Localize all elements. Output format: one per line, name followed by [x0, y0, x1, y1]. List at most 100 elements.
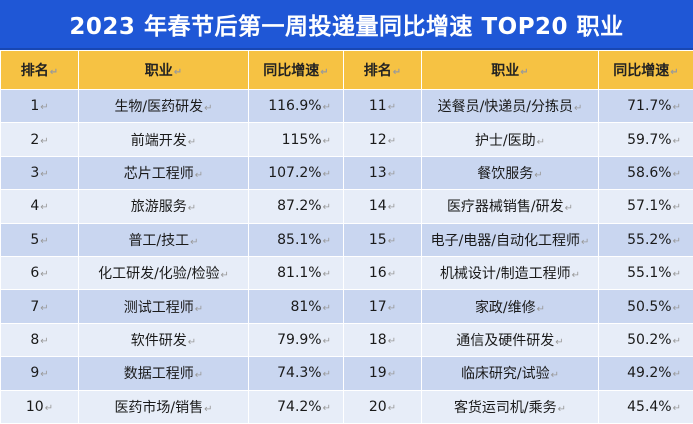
cell-rate-2-text: 49.2% [627, 365, 671, 381]
paragraph-mark: ↵ [323, 369, 331, 380]
cell-job: 旅游服务↵ [79, 190, 249, 223]
paragraph-mark: ↵ [388, 102, 396, 113]
ranking-table: 排名↵ 职业↵ 同比增速↵ 排名↵ 职业↵ 同比增速↵ 1↵生物/医药研发↵11… [0, 50, 693, 424]
cell-rank-2: 20↵ [344, 390, 422, 423]
cell-rank-2: 13↵ [344, 156, 422, 189]
cell-rate-2: 71.7%↵ [599, 90, 693, 123]
header-job: 职业↵ [79, 51, 249, 90]
cell-rate-2-text: 57.1% [627, 198, 671, 214]
cell-rank: 7↵ [1, 290, 79, 323]
cell-job-text: 数据工程师 [124, 366, 194, 382]
cell-rate-text: 81.1% [277, 265, 321, 281]
paragraph-mark: ↵ [673, 369, 681, 380]
cell-job-2: 餐饮服务↵ [422, 156, 599, 189]
paragraph-mark: ↵ [673, 136, 681, 147]
cell-rate-2: 50.5%↵ [599, 290, 693, 323]
paragraph-mark: ↵ [40, 102, 48, 113]
cell-job-2-text: 客货运司机/乘务 [454, 400, 557, 416]
table-row: 8↵软件研发↵79.9%↵18↵通信及硬件研发↵50.2%↵ [1, 323, 693, 356]
cell-job-2-text: 送餐员/快递员/分拣员 [438, 99, 573, 115]
cell-rank-2: 15↵ [344, 223, 422, 256]
cell-job-text: 医药市场/销售 [114, 400, 203, 416]
cell-rank: 6↵ [1, 256, 79, 289]
cell-rate-text: 74.2% [277, 399, 321, 415]
paragraph-mark: ↵ [673, 269, 681, 280]
paragraph-mark: ↵ [673, 169, 681, 180]
paragraph-mark: ↵ [572, 270, 580, 281]
paragraph-mark: ↵ [537, 137, 545, 148]
paragraph-mark: ↵ [555, 337, 563, 348]
cell-rank-2: 19↵ [344, 357, 422, 390]
cell-rate-2-text: 71.7% [627, 98, 671, 114]
cell-rank-2-text: 11 [369, 98, 387, 114]
cell-rate-2-text: 50.2% [627, 332, 671, 348]
paragraph-mark: ↵ [323, 336, 331, 347]
table-row: 4↵旅游服务↵87.2%↵14↵医疗器械销售/研发↵57.1%↵ [1, 190, 693, 223]
paragraph-mark: ↵ [323, 403, 331, 414]
cell-rate-2: 57.1%↵ [599, 190, 693, 223]
cell-rank-2-text: 15 [369, 232, 387, 248]
paragraph-mark: ↵ [204, 404, 212, 415]
cell-rank-text: 8 [30, 332, 39, 348]
cell-rate-2: 58.6%↵ [599, 156, 693, 189]
table-row: 7↵测试工程师↵81%↵17↵家政/维修↵50.5%↵ [1, 290, 693, 323]
header-row: 排名↵ 职业↵ 同比增速↵ 排名↵ 职业↵ 同比增速↵ [1, 51, 693, 90]
cell-rate: 87.2%↵ [249, 190, 344, 223]
cell-rate: 115%↵ [249, 123, 344, 156]
cell-job: 数据工程师↵ [79, 357, 249, 390]
paragraph-mark: ↵ [537, 304, 545, 315]
cell-rate: 81.1%↵ [249, 256, 344, 289]
cell-job-text: 测试工程师 [124, 300, 194, 316]
paragraph-mark: ↵ [40, 336, 48, 347]
cell-rank-2-text: 18 [369, 332, 387, 348]
paragraph-mark: ↵ [45, 403, 53, 414]
cell-job-2: 家政/维修↵ [422, 290, 599, 323]
table-row: 5↵普工/技工↵85.1%↵15↵电子/电器/自动化工程师↵55.2%↵ [1, 223, 693, 256]
paragraph-mark: ↵ [388, 336, 396, 347]
paragraph-mark: ↵ [388, 136, 396, 147]
header-rate: 同比增速↵ [249, 51, 344, 90]
paragraph-mark: ↵ [323, 136, 331, 147]
cell-job-2-text: 机械设计/制造工程师 [440, 266, 571, 282]
paragraph-mark: ↵ [323, 169, 331, 180]
paragraph-mark: ↵ [581, 237, 589, 248]
cell-rank-2: 11↵ [344, 90, 422, 123]
cell-job: 前端开发↵ [79, 123, 249, 156]
paragraph-mark: ↵ [221, 270, 229, 281]
paragraph-mark: ↵ [195, 170, 203, 181]
cell-rate-text: 107.2% [268, 165, 321, 181]
cell-rate: 74.2%↵ [249, 390, 344, 423]
cell-job-2-text: 临床研究/试验 [461, 366, 550, 382]
paragraph-mark: ↵ [188, 203, 196, 214]
cell-job-2-text: 电子/电器/自动化工程师 [431, 233, 580, 249]
cell-rank-text: 10 [26, 399, 44, 415]
cell-rate-2: 49.2%↵ [599, 357, 693, 390]
paragraph-mark: ↵ [323, 303, 331, 314]
cell-rate-2: 50.2%↵ [599, 323, 693, 356]
paragraph-mark: ↵ [195, 304, 203, 315]
cell-job: 普工/技工↵ [79, 223, 249, 256]
cell-rate-text: 79.9% [277, 332, 321, 348]
cell-rank: 9↵ [1, 357, 79, 390]
cell-job-text: 软件研发 [131, 333, 187, 349]
cell-rank: 1↵ [1, 90, 79, 123]
cell-rate-2-text: 55.1% [627, 265, 671, 281]
cell-job-text: 普工/技工 [128, 233, 189, 249]
paragraph-mark: ↵ [188, 137, 196, 148]
paragraph-mark: ↵ [40, 202, 48, 213]
cell-rate-text: 116.9% [268, 98, 321, 114]
paragraph-mark: ↵ [673, 102, 681, 113]
cell-job-2-text: 家政/维修 [475, 300, 536, 316]
cell-rank-2-text: 20 [369, 399, 387, 415]
cell-rate-2: 59.7%↵ [599, 123, 693, 156]
cell-rank-2: 12↵ [344, 123, 422, 156]
cell-rank-text: 5 [30, 232, 39, 248]
cell-rate: 116.9%↵ [249, 90, 344, 123]
paragraph-mark: ↵ [323, 236, 331, 247]
paragraph-mark: ↵ [188, 337, 196, 348]
cell-rate: 74.3%↵ [249, 357, 344, 390]
paragraph-mark: ↵ [388, 202, 396, 213]
paragraph-mark: ↵ [534, 170, 542, 181]
cell-rank-2-text: 19 [369, 365, 387, 381]
